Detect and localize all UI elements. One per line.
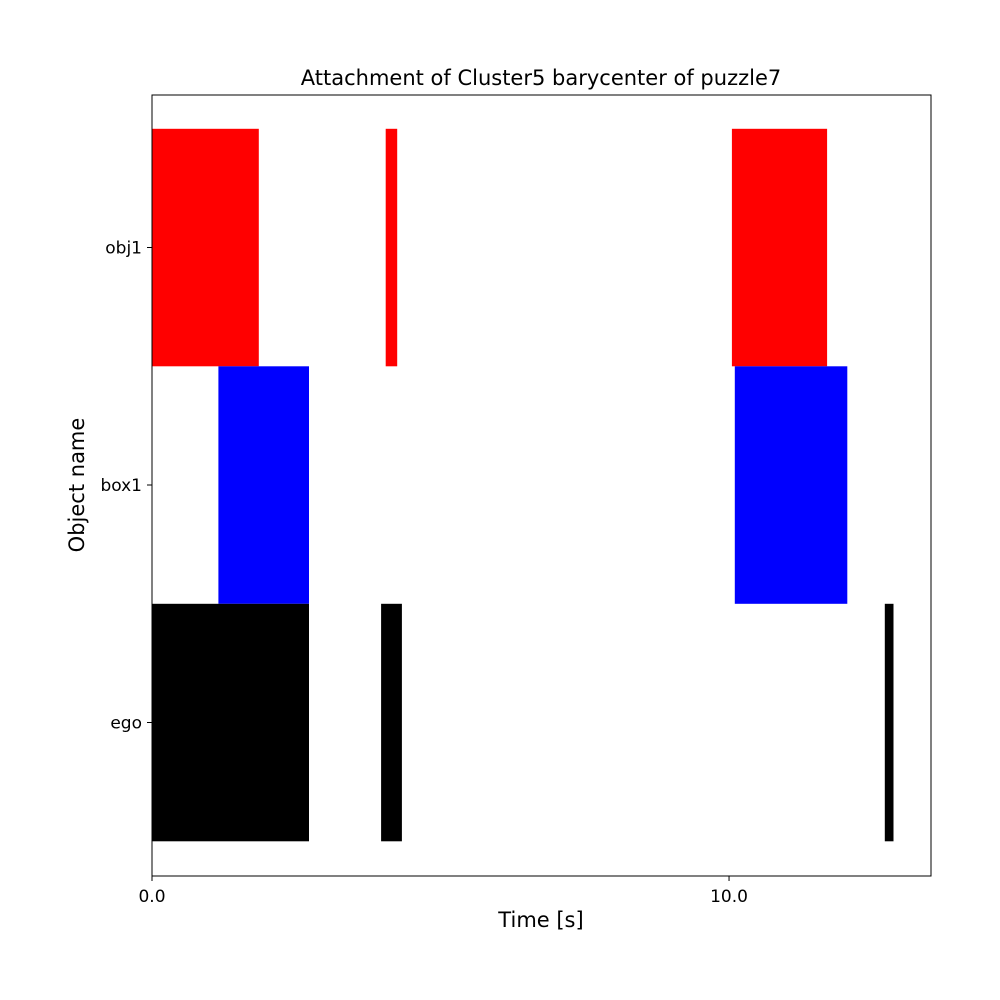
y-tick-label-obj1: obj1 — [105, 239, 142, 259]
bar-obj1-0 — [152, 128, 259, 367]
bar-box1-1 — [734, 366, 848, 604]
y-axis-ticks: ego box1 obj1 — [100, 239, 152, 734]
x-tick-label: 0.0 — [138, 887, 165, 907]
bar-box1-0 — [218, 366, 309, 604]
y-axis-label: Object name — [65, 418, 89, 553]
x-axis-label: Time [s] — [497, 908, 583, 932]
bar-ego-0 — [152, 603, 309, 842]
bars-group — [152, 128, 894, 842]
x-tick-label: 10.0 — [710, 887, 748, 907]
bar-obj1-1 — [385, 128, 398, 367]
bar-obj1-2 — [731, 128, 828, 367]
bar-ego-1 — [381, 603, 402, 842]
chart-title: Attachment of Cluster5 barycenter of puz… — [301, 66, 782, 90]
y-tick-label-box1: box1 — [100, 476, 142, 496]
y-tick-label-ego: ego — [110, 714, 142, 734]
x-axis-ticks: 0.0 10.0 — [138, 876, 748, 907]
bar-ego-2 — [884, 603, 894, 842]
